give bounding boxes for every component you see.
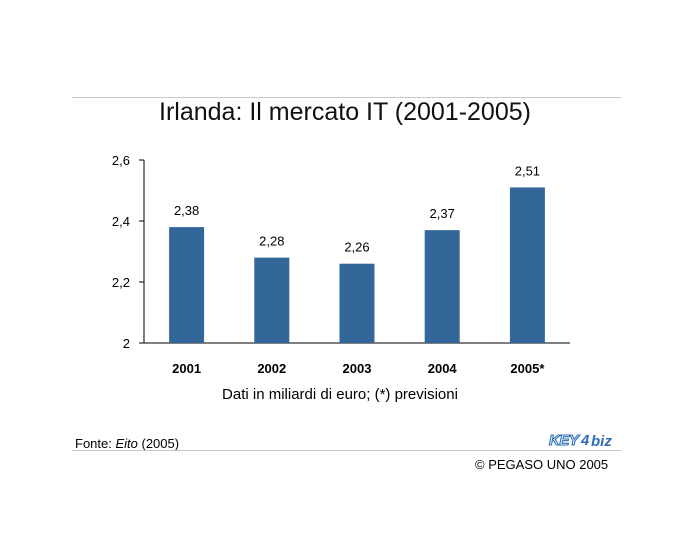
y-tick-label: 2,6 [112, 153, 130, 168]
chart-title: Irlanda: Il mercato IT (2001-2005) [159, 98, 531, 126]
bars-group [169, 187, 545, 343]
copyright-text: © PEGASO UNO 2005 [475, 457, 609, 472]
bar [339, 263, 375, 343]
bar [254, 257, 290, 343]
data-label: 2,38 [174, 203, 199, 218]
svg-text:biz: biz [591, 433, 612, 450]
x-tick-label: 2005* [510, 361, 545, 376]
top-divider [72, 97, 621, 98]
y-tick-label: 2,4 [112, 214, 130, 229]
bar [169, 227, 205, 343]
x-tick-label: 2004 [428, 361, 458, 376]
svg-text:KEY: KEY [549, 432, 581, 449]
data-label: 2,37 [430, 206, 455, 221]
y-tick-label: 2 [123, 336, 130, 351]
x-tick-label: 2001 [172, 361, 201, 376]
source-note: Fonte: Eito (2005) [75, 436, 179, 451]
data-label: 2,28 [259, 234, 284, 249]
source-prefix: Fonte: [75, 436, 116, 451]
bottom-divider [72, 450, 621, 451]
data-label: 2,26 [344, 240, 369, 255]
bar-chart: 22,22,42,6 2,3820012,2820022,2620032,372… [112, 153, 570, 376]
chart-axes: 2 2,2 2,4 2,6 [112, 153, 570, 351]
svg-text:4: 4 [580, 432, 590, 449]
bar [424, 230, 460, 343]
source-year: (2005) [137, 436, 180, 451]
x-tick-label: 2002 [257, 361, 286, 376]
x-tick-label: 2003 [343, 361, 372, 376]
axis-note: Dati in miliardi di euro; (*) previsioni [222, 386, 458, 403]
data-label: 2,51 [515, 163, 540, 178]
labels-group: 2,38 2001 2,28 2002 2,26 2003 2,37 2004 2,51 2005… [172, 163, 545, 376]
source-name: Eito [115, 436, 138, 451]
y-tick-label: 2,2 [112, 275, 130, 290]
key4biz-logo: KEY 4 biz [548, 431, 612, 450]
bar [509, 187, 545, 343]
